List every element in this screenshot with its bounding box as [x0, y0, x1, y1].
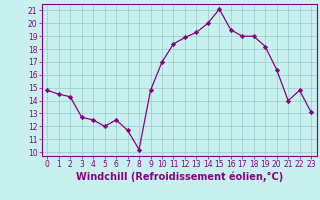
X-axis label: Windchill (Refroidissement éolien,°C): Windchill (Refroidissement éolien,°C)	[76, 172, 283, 182]
